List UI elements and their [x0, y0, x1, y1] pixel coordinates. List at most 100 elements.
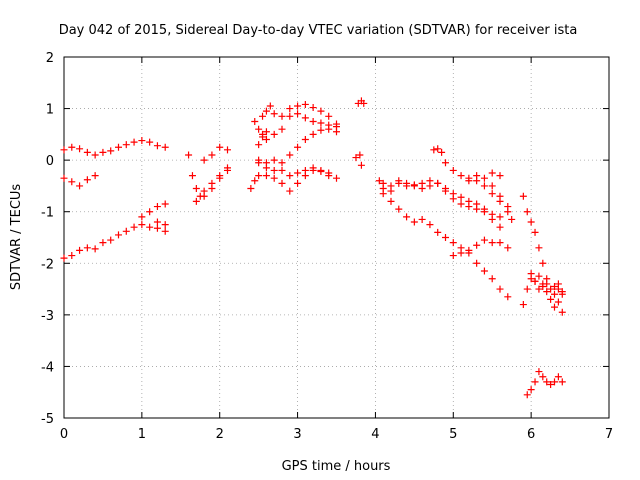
- data-point-marker: [262, 172, 270, 180]
- data-point-marker: [480, 182, 488, 190]
- data-point-marker: [251, 177, 259, 185]
- data-point-marker: [395, 177, 403, 185]
- data-point-marker: [457, 249, 465, 257]
- data-point-marker: [115, 143, 122, 151]
- data-point-marker: [270, 156, 278, 164]
- data-point-marker: [535, 368, 543, 376]
- data-point-marker: [208, 185, 216, 193]
- data-point-marker: [68, 252, 76, 260]
- data-point-marker: [539, 259, 547, 267]
- data-point-marker: [251, 117, 259, 125]
- data-point-marker: [496, 172, 504, 180]
- data-point-marker: [301, 166, 309, 174]
- data-point-marker: [200, 156, 208, 164]
- data-point-marker: [418, 185, 426, 193]
- data-point-marker: [449, 166, 457, 174]
- data-point-marker: [535, 285, 543, 293]
- data-point-marker: [379, 179, 387, 187]
- data-point-marker: [558, 308, 566, 316]
- data-point-marker: [554, 373, 562, 381]
- data-point-marker: [488, 215, 496, 223]
- data-point-marker: [551, 378, 558, 386]
- x-tick-label: 4: [371, 427, 379, 442]
- data-point-marker: [403, 213, 411, 221]
- data-point-marker: [294, 169, 302, 177]
- y-tick-label: -2: [41, 257, 54, 272]
- data-point-marker: [270, 110, 278, 118]
- data-point-marker: [317, 119, 325, 127]
- data-point-marker: [379, 190, 387, 198]
- data-point-marker: [519, 301, 527, 309]
- data-point-marker: [375, 177, 383, 185]
- series-track-i: [262, 110, 340, 138]
- data-point-marker: [83, 148, 91, 156]
- series-track-f: [192, 143, 231, 205]
- data-point-marker: [496, 223, 504, 231]
- data-point-marker: [76, 182, 84, 190]
- data-point-marker: [161, 227, 169, 235]
- data-point-marker: [262, 159, 270, 167]
- data-point-marker: [449, 252, 457, 260]
- data-point-marker: [488, 239, 496, 247]
- chart-title: Day 042 of 2015, Sidereal Day-to-day VTE…: [59, 23, 578, 38]
- data-point-marker: [76, 246, 84, 254]
- data-point-marker: [535, 244, 543, 252]
- data-point-marker: [294, 110, 302, 118]
- data-point-marker: [426, 221, 434, 229]
- data-point-marker: [434, 145, 442, 153]
- data-point-marker: [278, 112, 286, 120]
- data-point-marker: [153, 224, 161, 232]
- data-point-marker: [99, 148, 107, 156]
- data-point-marker: [115, 231, 122, 239]
- data-point-marker: [278, 166, 286, 174]
- axis-ticks: [63, 56, 610, 419]
- data-point-marker: [356, 151, 364, 159]
- data-point-marker: [547, 295, 555, 303]
- data-point-marker: [325, 125, 333, 133]
- data-point-marker: [531, 378, 539, 386]
- data-point-marker: [301, 100, 309, 108]
- data-point-marker: [504, 244, 512, 252]
- data-point-marker: [153, 203, 161, 211]
- data-point-marker: [434, 179, 442, 187]
- data-point-marker: [325, 112, 333, 120]
- data-point-marker: [60, 254, 68, 262]
- series-track-p: [379, 190, 512, 301]
- data-point-marker: [161, 143, 169, 151]
- data-point-marker: [387, 182, 395, 190]
- series-track-s: [449, 236, 512, 260]
- data-point-marker: [543, 288, 551, 296]
- data-point-marker: [442, 234, 449, 241]
- data-point-marker: [410, 218, 418, 226]
- data-point-marker: [488, 169, 496, 177]
- data-point-marker: [192, 197, 200, 205]
- data-point-marker: [153, 218, 161, 226]
- series-track-v: [527, 270, 566, 296]
- data-point-marker: [317, 126, 325, 134]
- data-point-marker: [138, 221, 146, 229]
- data-point-marker: [216, 143, 224, 151]
- data-point-marker: [325, 169, 333, 177]
- y-tick-label: -5: [41, 412, 54, 427]
- data-point-marker: [138, 137, 146, 145]
- grid-lines: [64, 57, 609, 418]
- series-track-c: [60, 221, 169, 262]
- data-point-marker: [410, 182, 418, 190]
- data-point-marker: [465, 177, 473, 185]
- data-point-marker: [309, 164, 317, 172]
- data-point-marker: [473, 205, 481, 213]
- data-point-marker: [352, 154, 360, 162]
- data-point-marker: [438, 148, 446, 156]
- data-point-marker: [286, 112, 294, 120]
- data-point-marker: [83, 244, 91, 252]
- series-track-j: [255, 125, 340, 174]
- data-point-marker: [527, 386, 535, 394]
- x-tick-label: 1: [138, 427, 146, 442]
- data-point-marker: [259, 112, 267, 120]
- data-point-marker: [535, 272, 543, 280]
- series-track-a: [60, 137, 169, 159]
- data-point-marker: [551, 290, 558, 298]
- data-point-marker: [208, 151, 216, 159]
- data-point-marker: [301, 114, 309, 122]
